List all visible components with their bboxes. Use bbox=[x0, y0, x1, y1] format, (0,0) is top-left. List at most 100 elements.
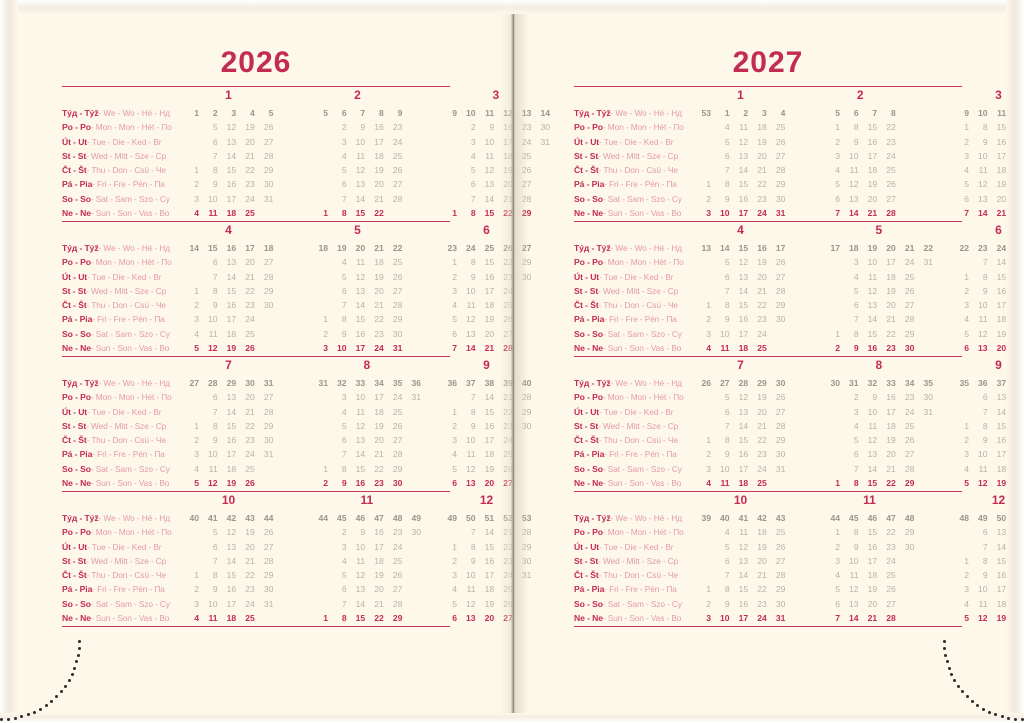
weekday-label: Ne - Ne- Sun - Son - Vas - Bo bbox=[574, 476, 681, 490]
day-number-cell: 3 bbox=[341, 392, 347, 403]
day-number-cell: 16 bbox=[738, 598, 749, 609]
weekday-label-secondary: - Tue - Die - Ked - Br bbox=[599, 541, 674, 552]
week-number-cell: 1 bbox=[724, 108, 730, 118]
day-number-cell: 26 bbox=[1015, 613, 1024, 624]
week-number-cell: 49 bbox=[978, 513, 988, 523]
month-number: 11 bbox=[360, 493, 374, 507]
weekday-label-secondary: - Sat - Sam - Szo - Cy bbox=[602, 598, 682, 609]
day-number-cell: 10 bbox=[849, 555, 859, 566]
weekday-label-primary: Čt - Št bbox=[574, 300, 599, 311]
day-number-cell: 26 bbox=[775, 541, 786, 552]
weekday-label-primary: Út - Ut bbox=[574, 541, 600, 552]
weekday-label-secondary: - Sun - Son - Vas - Bo bbox=[602, 478, 682, 489]
week-number-cell: 28 bbox=[208, 378, 218, 388]
day-number-cell: 16 bbox=[996, 136, 1007, 147]
day-number-cell: 23 bbox=[757, 314, 767, 325]
day-number-cell: 18 bbox=[867, 570, 878, 581]
day-number-cell: 18 bbox=[996, 463, 1007, 474]
weekday-row: So - So- Sat - Sam - Szo - Cy 3 10 17 24 1 8 15… bbox=[574, 327, 1024, 341]
day-number-cell: 31 bbox=[775, 208, 786, 219]
weekday-label: Pá - Pia- Fri - Fre - Pén - Па bbox=[62, 582, 165, 596]
day-number-cell: 24 bbox=[503, 285, 513, 296]
day-number-cell: 6 bbox=[853, 449, 859, 460]
weekday-label-primary: St - St bbox=[62, 285, 87, 296]
week-number-cell: 23 bbox=[447, 243, 457, 253]
day-number-cell: 30 bbox=[392, 328, 403, 339]
day-number-cell: 6 bbox=[341, 179, 347, 190]
day-number-cell: 13 bbox=[996, 392, 1007, 403]
day-number-cell: 25 bbox=[775, 527, 786, 538]
month-number: 5 bbox=[875, 223, 883, 237]
week-number-cell: 12 bbox=[1015, 108, 1024, 118]
day-number-cell: 14 bbox=[867, 463, 878, 474]
day-number-cell: 31 bbox=[392, 343, 403, 354]
day-number-cell: 30 bbox=[904, 343, 915, 354]
day-number-cell: 16 bbox=[503, 122, 513, 133]
week-number-cell: 46 bbox=[355, 513, 366, 523]
day-number-cell: 23 bbox=[904, 392, 915, 403]
weekday-row: Čt - Št- Thu - Don - Csü - Чe 7 14 21 28 4 11 1… bbox=[574, 568, 1024, 582]
weekday-row: Pá - Pia- Fri - Fre - Pén - Па 2 9 16 23 30 6 1… bbox=[574, 447, 1024, 461]
week-number-cell: 21 bbox=[374, 243, 384, 253]
week-number-cell: 32 bbox=[867, 378, 878, 388]
weekday-row: St - St- Wed - Mitt - Sze - Cp 6 13 20 27 3 10… bbox=[574, 149, 1024, 163]
day-number-cell: 23 bbox=[1015, 570, 1024, 581]
day-number-cell: 1 bbox=[964, 420, 969, 431]
weekday-label-secondary: - Thu - Don - Csü - Чe bbox=[86, 165, 166, 176]
day-number-cell: 10 bbox=[978, 300, 988, 311]
week-number-cell: 48 bbox=[392, 513, 403, 523]
day-number-cell: 3 bbox=[964, 449, 969, 460]
day-number-cell: 28 bbox=[886, 613, 896, 624]
day-number-cell: 18 bbox=[374, 406, 384, 417]
day-number-cell: 22 bbox=[245, 285, 255, 296]
day-number-cell: 23 bbox=[503, 555, 513, 566]
day-number-cell: 2 bbox=[853, 392, 859, 403]
weekday-label: St - St- Wed - Mitt - Sze - Cp bbox=[574, 419, 678, 433]
weekday-label-primary: Út - Ut bbox=[574, 271, 600, 282]
weekday-label-secondary: - We - Wo - Hé - Hд bbox=[610, 513, 682, 523]
block-divider-rule bbox=[574, 356, 962, 357]
day-number-cell: 6 bbox=[212, 136, 218, 147]
day-number-cell: 19 bbox=[996, 328, 1007, 339]
weekday-label-secondary: - Mon - Mon - Hét - По bbox=[90, 392, 172, 403]
week-number-cell: 30 bbox=[245, 378, 255, 388]
day-number-cell: 9 bbox=[470, 271, 476, 282]
month-number: 7 bbox=[737, 358, 744, 372]
day-number-cell: 18 bbox=[226, 613, 237, 624]
day-number-cell: 21 bbox=[503, 527, 513, 538]
day-number-cell: 5 bbox=[341, 570, 347, 581]
day-number-cell: 26 bbox=[503, 598, 513, 609]
weekday-label-secondary: - Wed - Mitt - Sze - Cp bbox=[86, 420, 167, 431]
day-number-cell: 5 bbox=[341, 420, 347, 431]
day-number-cell: 25 bbox=[1015, 165, 1024, 176]
day-number-cell: 27 bbox=[775, 271, 786, 282]
day-number-cell: 29 bbox=[775, 435, 786, 446]
month-block: 10 11 12 Týд - Týž- We - Wo - Hé - Hд 40 41 42… bbox=[62, 491, 531, 627]
day-number-cell: 22 bbox=[503, 208, 513, 219]
day-number-cell: 29 bbox=[392, 314, 403, 325]
day-number-cell: 11 bbox=[720, 343, 730, 354]
weekday-row: Čt - Št- Thu - Don - Csü - Чe 2 9 16 23 30 6 13… bbox=[62, 433, 513, 447]
day-number-cell: 16 bbox=[867, 541, 878, 552]
day-number-cell: 2 bbox=[835, 343, 840, 354]
day-number-cell: 19 bbox=[867, 584, 878, 595]
weekday-label-secondary: - Sat - Sam - Szo - Cy bbox=[602, 328, 682, 339]
day-number-cell: 13 bbox=[738, 406, 749, 417]
day-number-cell: 1 bbox=[194, 285, 199, 296]
week-number-cell: 9 bbox=[397, 108, 403, 118]
weekday-label-primary: So - So bbox=[62, 328, 91, 339]
day-number-cell: 11 bbox=[868, 271, 878, 282]
day-number-cell: 29 bbox=[392, 613, 403, 624]
day-number-cell: 8 bbox=[470, 406, 476, 417]
week-number-cell: 4 bbox=[780, 108, 786, 118]
day-number-cell: 30 bbox=[392, 478, 403, 489]
day-number-cell: 13 bbox=[355, 285, 366, 296]
day-number-cell: 2 bbox=[323, 328, 328, 339]
weekday-label: Ne - Ne- Sun - Son - Vas - Bo bbox=[62, 611, 169, 625]
day-number-cell: 17 bbox=[226, 314, 237, 325]
day-number-cell: 8 bbox=[724, 300, 730, 311]
day-number-cell: 7 bbox=[470, 527, 476, 538]
weekday-label: Út - Ut- Tue - Die - Ked - Br bbox=[62, 405, 162, 419]
day-number-cell: 2 bbox=[706, 193, 711, 204]
weekday-label-primary: Týд - Týž bbox=[62, 108, 99, 118]
